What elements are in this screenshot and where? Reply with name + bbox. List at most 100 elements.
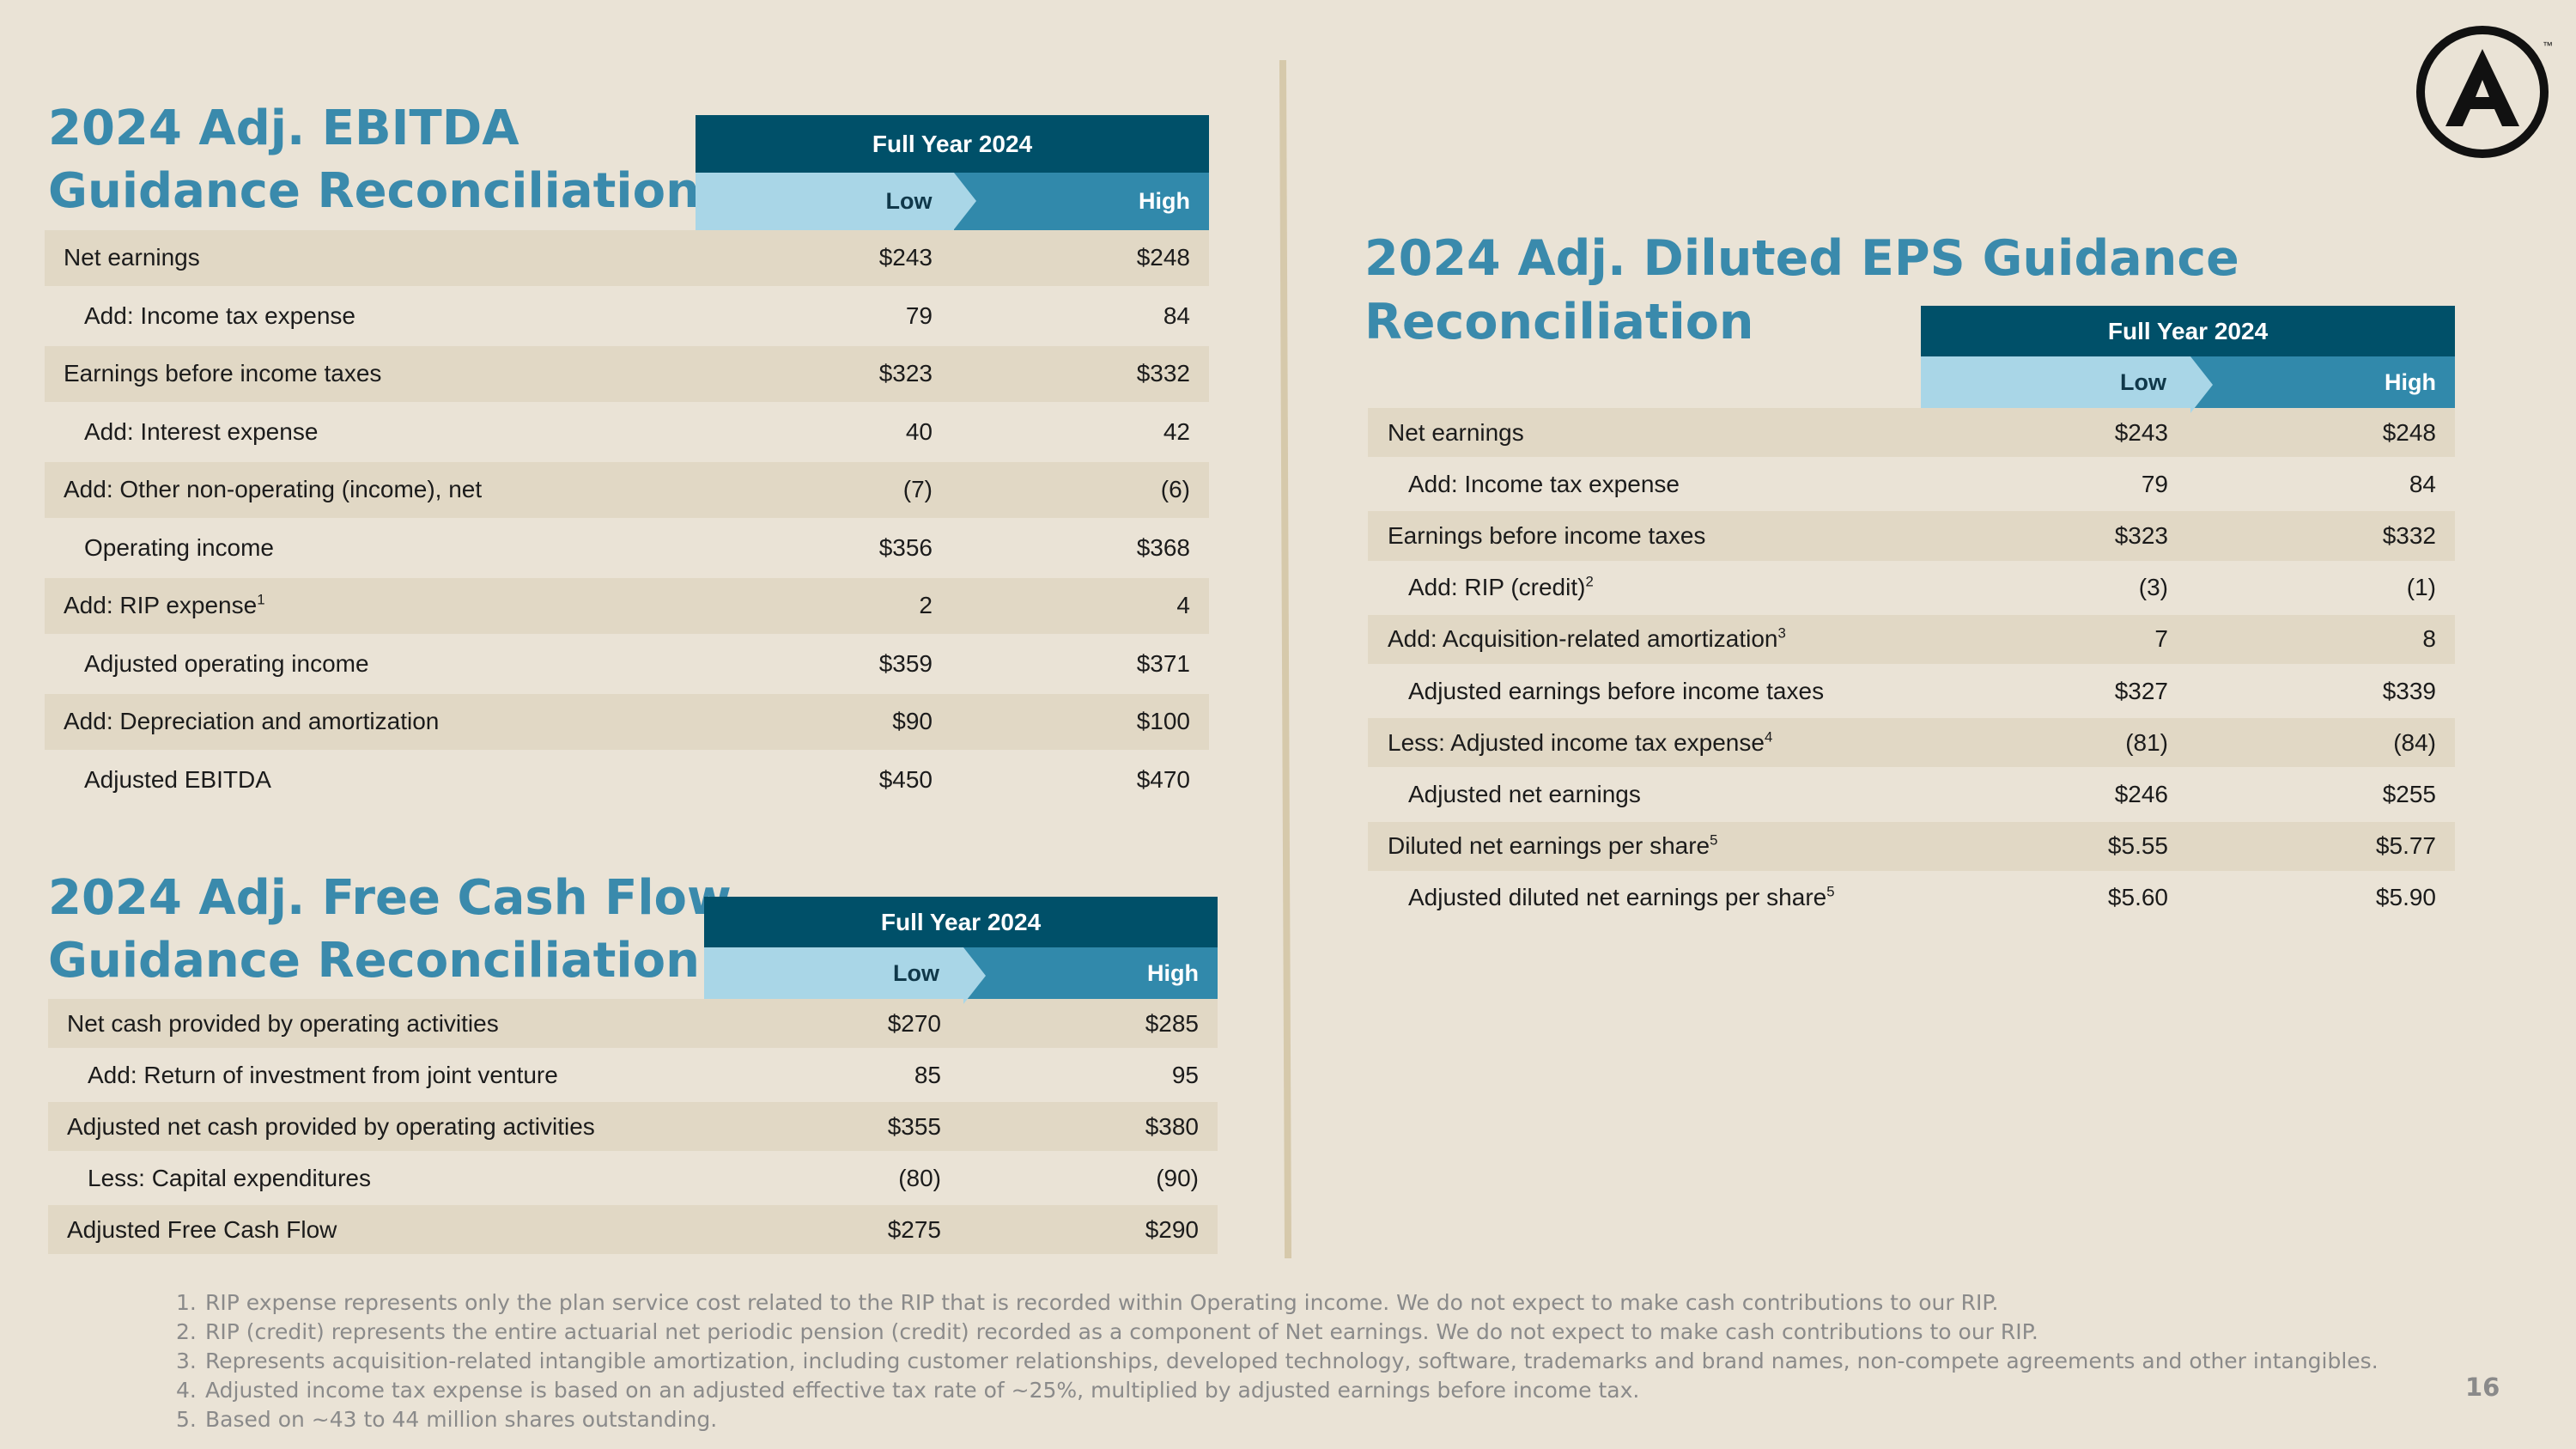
low-value: (3) <box>2138 574 2168 601</box>
high-value: 95 <box>1171 1061 1199 1088</box>
table-row: Adjusted earnings before income taxes $32… <box>1368 667 2455 719</box>
high-value: (90) <box>1156 1164 1199 1191</box>
footnote-item: 1. RIP expense represents only the plan s… <box>176 1288 2379 1318</box>
low-value: (7) <box>902 476 933 503</box>
table-row: Add: Depreciation and amortization $90 $10… <box>45 694 1209 752</box>
eps-header-full-year: Full Year 2024 <box>1921 306 2455 356</box>
high-value: $371 <box>1136 649 1190 677</box>
table-row: Adjusted Free Cash Flow $275 $290 <box>48 1205 1218 1257</box>
table-row: Less: Capital expenditures (80) (90) <box>48 1154 1218 1205</box>
table-row: Add: Return of investment from joint ven… <box>48 1050 1218 1102</box>
ebitda-header-low: Low <box>696 173 975 230</box>
footnote-text: RIP (credit) represents the entire actua… <box>205 1319 2038 1344</box>
eps-header-low-label: Low <box>2120 368 2166 395</box>
eps-header-high: High <box>2190 356 2455 408</box>
table-row: Adjusted diluted net earnings per share5… <box>1368 874 2455 925</box>
low-value: $5.60 <box>2107 884 2168 911</box>
fcf-header-low-label: Low <box>893 959 939 986</box>
row-label-text: Earnings before income taxes <box>1388 521 1706 549</box>
row-label-text: Net earnings <box>1388 418 1524 446</box>
high-value: $368 <box>1136 533 1190 561</box>
low-value: $359 <box>878 649 933 677</box>
high-value: 84 <box>1163 301 1190 329</box>
high-value: $248 <box>1136 244 1190 271</box>
row-label-text: Adjusted operating income <box>84 649 369 677</box>
row-label-text: Less: Capital expenditures <box>88 1164 371 1191</box>
footnote-item: 4. Adjusted income tax expense is based o… <box>176 1376 2379 1405</box>
footnote-text: Based on ~43 to 44 million shares outsta… <box>205 1407 718 1432</box>
row-label: Earnings before income taxes <box>1388 522 1912 550</box>
high-value: $290 <box>1145 1215 1199 1243</box>
row-label: Adjusted earnings before income taxes <box>1388 678 1912 705</box>
high-value: (1) <box>2406 574 2436 601</box>
low-value: $275 <box>887 1215 941 1243</box>
ebitda-header-high-label: High <box>1139 188 1190 214</box>
low-value: $243 <box>2114 418 2168 446</box>
high-value: $339 <box>2382 677 2436 704</box>
table-row: Add: Income tax expense 79 84 <box>1368 460 2455 512</box>
low-value: $246 <box>2114 780 2168 807</box>
row-label: Less: Adjusted income tax expense4 <box>1388 729 1912 757</box>
footnote-item: 3. Represents acquisition-related intangi… <box>176 1347 2379 1376</box>
row-label: Net earnings <box>64 244 675 271</box>
eps-header-sub: Low High <box>1921 356 2455 413</box>
table-row: Add: Other non-operating (income), net (7… <box>45 462 1209 521</box>
fcf-table: Net cash provided by operating activitie… <box>48 999 1218 1257</box>
footnote-ref: 2 <box>1585 573 1594 590</box>
low-value: $270 <box>887 1009 941 1037</box>
low-value: (81) <box>2125 728 2168 756</box>
table-row: Add: Income tax expense 79 84 <box>45 289 1209 346</box>
row-label: Adjusted net cash provided by operating … <box>67 1113 683 1141</box>
row-label-text: Add: Acquisition-related amortization <box>1388 625 1778 653</box>
low-value: $356 <box>878 533 933 561</box>
row-label: Diluted net earnings per share5 <box>1388 832 1912 860</box>
row-label-text: Earnings before income taxes <box>64 360 382 387</box>
eps-header-low: Low <box>1921 356 2213 413</box>
table-row: Less: Adjusted income tax expense4 (81) (8… <box>1368 718 2455 770</box>
row-label: Add: Income tax expense <box>1388 471 1912 498</box>
row-label-text: Adjusted EBITDA <box>84 765 271 793</box>
table-row: Diluted net earnings per share5 $5.55 $5.7… <box>1368 821 2455 874</box>
table-row: Add: RIP expense1 2 4 <box>45 578 1209 636</box>
vertical-divider <box>1279 60 1292 1258</box>
ebitda-header-low-label: Low <box>885 188 933 214</box>
row-label: Net earnings <box>1388 419 1912 447</box>
eps-title: 2024 Adj. Diluted EPS Guidance Reconcili… <box>1364 230 2239 351</box>
table-row: Add: Interest expense 40 42 <box>45 405 1209 462</box>
high-value: 42 <box>1163 417 1190 445</box>
fcf-title-line1: 2024 Adj. Free Cash Flow <box>48 870 732 926</box>
row-label-text: Less: Adjusted income tax expense <box>1388 728 1765 756</box>
fcf-header-sub: Low High <box>704 947 1218 1004</box>
footnote-number: 2. <box>176 1319 197 1344</box>
row-label: Adjusted Free Cash Flow <box>67 1216 683 1244</box>
row-label-text: Operating income <box>84 533 275 561</box>
row-label: Adjusted net earnings <box>1388 781 1912 808</box>
high-value: $332 <box>2382 521 2436 549</box>
high-value: $255 <box>2382 780 2436 807</box>
low-value: $323 <box>2114 521 2168 549</box>
eps-header-high-label: High <box>2385 368 2436 395</box>
row-label: Add: Income tax expense <box>64 302 675 330</box>
footnote-item: 2. RIP (credit) represents the entire act… <box>176 1318 2379 1347</box>
row-label-text: Adjusted earnings before income taxes <box>1408 677 1825 704</box>
ebitda-header-sub: Low High <box>696 173 1209 230</box>
ebitda-table: Net earnings $243 $248 Add: Income tax expe… <box>45 230 1209 810</box>
table-row: Add: RIP (credit)2 (3) (1) <box>1368 563 2455 615</box>
page-number: 16 <box>2465 1373 2500 1402</box>
table-row: Operating income $356 $368 <box>45 521 1209 578</box>
row-label-text: Add: RIP (credit) <box>1408 574 1586 601</box>
row-label-text: Add: Interest expense <box>84 417 319 445</box>
table-row: Add: Acquisition-related amortization3 7 8 <box>1368 614 2455 667</box>
footnote-ref: 5 <box>1826 883 1835 900</box>
footnotes: 1. RIP expense represents only the plan s… <box>176 1288 2379 1434</box>
high-value: $5.90 <box>2375 884 2436 911</box>
fcf-header-high-label: High <box>1147 959 1199 986</box>
row-label-text: Net earnings <box>64 244 200 271</box>
row-label-text: Adjusted diluted net earnings per share <box>1408 884 1827 911</box>
row-label: Add: RIP expense1 <box>64 592 675 619</box>
high-value: 8 <box>2422 625 2436 653</box>
row-label-text: Diluted net earnings per share <box>1388 832 1710 860</box>
footnote-text: RIP expense represents only the plan ser… <box>205 1290 1999 1315</box>
high-value: $5.77 <box>2375 832 2436 860</box>
row-label: Adjusted EBITDA <box>64 766 675 794</box>
